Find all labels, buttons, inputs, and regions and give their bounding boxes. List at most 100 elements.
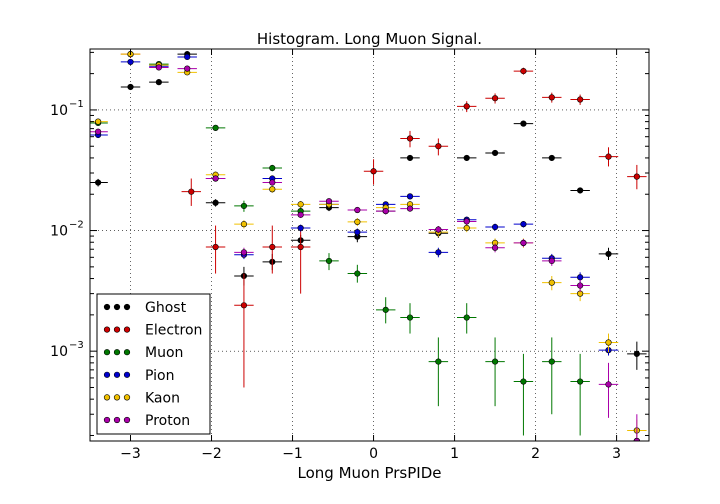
legend-marker: [123, 371, 131, 378]
legend-marker: [103, 326, 111, 333]
data-point: [548, 94, 555, 101]
data-point: [127, 58, 134, 66]
data-point: [491, 95, 499, 102]
data-point: [95, 128, 102, 135]
data-point: [406, 314, 414, 321]
data-point: [406, 154, 414, 162]
data-point: [605, 250, 612, 258]
data-point: [184, 65, 191, 72]
legend-marker: [123, 326, 131, 333]
data-point: [435, 143, 442, 150]
x-tick-label: 0: [369, 446, 378, 462]
data-point: [605, 339, 612, 346]
data-point: [577, 274, 584, 281]
data-point: [269, 186, 276, 193]
legend-marker: [123, 349, 131, 356]
data-point: [297, 211, 304, 218]
data-point: [520, 120, 527, 127]
data-point: [633, 437, 640, 441]
legend-marker: [123, 303, 131, 311]
legend-label: Proton: [145, 413, 190, 429]
data-point: [520, 378, 527, 385]
x-tick-label: 3: [612, 446, 621, 462]
legend-marker: [113, 303, 121, 311]
data-point: [269, 243, 276, 251]
legend-box: [96, 293, 211, 435]
data-point: [548, 279, 555, 286]
x-tick-label: −1: [282, 446, 303, 462]
data-point: [155, 64, 162, 71]
legend-label: Kaon: [145, 390, 180, 406]
data-point: [212, 199, 219, 206]
data-point: [354, 270, 361, 277]
data-point: [548, 154, 555, 162]
data-point: [127, 83, 134, 91]
data-point: [435, 226, 442, 233]
data-point: [95, 118, 102, 125]
data-point: [297, 201, 304, 208]
data-point: [435, 358, 442, 365]
legend-marker: [123, 394, 131, 401]
data-point: [325, 257, 333, 265]
data-point: [354, 229, 361, 236]
data-point: [633, 350, 640, 357]
data-point: [212, 175, 219, 182]
legend-item-proton: Proton: [103, 413, 190, 429]
data-point: [240, 202, 248, 210]
legend-marker: [123, 416, 131, 424]
data-point: [491, 149, 499, 157]
data-point: [577, 378, 584, 385]
data-point: [633, 173, 640, 180]
data-point: [605, 381, 612, 388]
chart-title: Histogram. Long Muon Signal.: [257, 30, 482, 48]
legend-marker: [113, 416, 121, 424]
legend-marker: [113, 326, 121, 333]
data-point: [406, 205, 414, 212]
y-tick-label: 10: [50, 224, 68, 240]
legend-label: Muon: [145, 345, 183, 361]
plot-frame: [89, 48, 650, 442]
data-point: [520, 67, 527, 75]
legend-marker: [103, 371, 111, 378]
legend-marker: [103, 394, 111, 401]
data-point: [297, 243, 304, 251]
data-point: [354, 206, 361, 214]
x-tick-label: 2: [531, 446, 540, 462]
data-point: [212, 124, 219, 131]
data-point: [240, 249, 248, 256]
data-point: [212, 243, 219, 251]
data-point: [520, 239, 527, 246]
data-point: [370, 168, 377, 175]
legend-marker: [113, 349, 121, 356]
data-point: [269, 179, 276, 186]
data-point: [325, 198, 333, 205]
data-point: [269, 164, 276, 172]
data-point: [188, 188, 195, 195]
data-point: [605, 153, 612, 160]
data-point: [491, 223, 499, 231]
data-series: [90, 50, 647, 441]
y-tick-exponent: −3: [69, 340, 84, 351]
x-tick-label: 1: [450, 446, 459, 462]
series-electron: [120, 50, 647, 388]
data-point: [577, 187, 584, 194]
data-point: [463, 218, 470, 225]
data-point: [491, 244, 499, 251]
legend-marker: [103, 349, 111, 356]
legend-item-kaon: Kaon: [103, 390, 180, 406]
x-tick-label: −2: [201, 446, 222, 462]
grid-lines: [90, 49, 649, 441]
y-tick-label: 10: [50, 344, 68, 360]
legend-marker: [103, 416, 111, 424]
data-point: [491, 358, 499, 365]
legend-item-electron: Electron: [103, 323, 202, 339]
legend-marker: [113, 394, 121, 401]
data-point: [382, 207, 389, 215]
data-point: [297, 224, 304, 232]
legend-item-ghost: Ghost: [103, 300, 187, 316]
legend-marker: [103, 303, 111, 311]
data-point: [240, 302, 248, 309]
data-point: [463, 103, 470, 110]
data-point: [184, 53, 191, 61]
